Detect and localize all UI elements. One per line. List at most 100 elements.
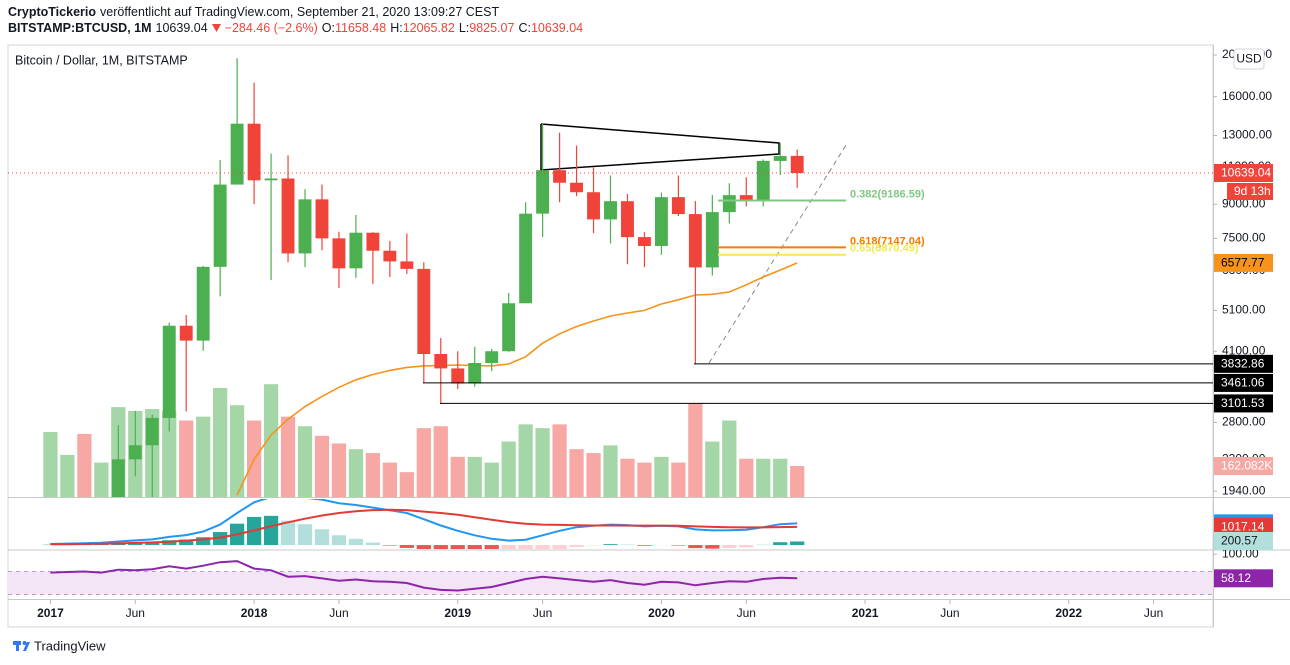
volume-bar — [162, 410, 177, 497]
macd-histogram-bar — [637, 545, 652, 546]
volume-bar — [586, 453, 601, 497]
value-box-label: 162.082K — [1221, 459, 1272, 473]
last-price: 10639.04 — [155, 21, 208, 35]
macd-histogram-bar — [484, 545, 499, 549]
macd-histogram-bar — [790, 541, 805, 546]
volume-bar — [671, 462, 686, 497]
currency-label[interactable]: USD — [1236, 52, 1262, 66]
value-box — [1214, 253, 1273, 272]
value-box-label: 10639.04 — [1221, 166, 1271, 180]
rsi-line — [50, 560, 798, 592]
y-tick-label: 2800.00 — [1222, 415, 1266, 429]
candle-body — [315, 199, 329, 239]
candle-body — [128, 445, 142, 460]
x-tick-label: 2018 — [241, 606, 268, 620]
currency-button[interactable]: USD — [1233, 48, 1265, 70]
ohlc-label: H: — [390, 21, 403, 35]
ohlc-value: 9825.07 — [469, 21, 515, 35]
currency-box[interactable] — [1233, 48, 1265, 70]
y-tick-label: 1940.00 — [1222, 483, 1266, 497]
candle-body — [44, 621, 57, 622]
x-tick-label: 2019 — [444, 606, 471, 620]
macd-histogram-bar — [145, 542, 160, 546]
volume-bar — [213, 388, 228, 497]
value-box — [1214, 373, 1273, 392]
x-tick-label: 2017 — [37, 606, 64, 620]
y-tick-label: 16000.00 — [1222, 89, 1272, 103]
x-tick-label: Jun — [329, 606, 348, 620]
value-box — [1214, 532, 1273, 550]
header: CryptoTickerio veröffentlicht auf Trading… — [8, 4, 583, 36]
candle-body — [654, 197, 668, 246]
macd-histogram-bar — [314, 529, 330, 546]
candle-body — [468, 363, 482, 384]
macd-histogram-bar — [331, 535, 347, 546]
signal-line — [50, 508, 798, 546]
ohlc-label: L: — [458, 21, 470, 35]
candle-body — [604, 201, 617, 220]
volume-bar — [467, 456, 482, 497]
fib-label: 0.65(6870.49) — [850, 243, 919, 255]
volume-bar — [60, 454, 75, 497]
volume-bar — [382, 462, 397, 497]
macd-histogram-bar — [722, 545, 737, 549]
header-line: CryptoTickerio veröffentlicht auf Trading… — [8, 4, 583, 20]
x-tick-label: 2020 — [648, 606, 675, 620]
down-arrow — [211, 24, 221, 32]
volume-bar — [348, 449, 364, 497]
x-tick-label: Jun — [737, 606, 756, 620]
volume-bar — [756, 458, 771, 497]
candle-body — [705, 212, 719, 268]
macd-histogram-bar — [280, 520, 296, 546]
volume-bar — [603, 445, 618, 497]
macd-histogram-bar — [773, 542, 788, 546]
logo-shape — [16, 645, 19, 651]
rsi-layer — [8, 560, 1213, 596]
value-box-label: 1017.14 — [1221, 520, 1265, 534]
published: veröffentlicht auf TradingView.com, Sept… — [100, 5, 500, 19]
volume-bar — [94, 462, 109, 497]
volume-bar — [179, 420, 194, 497]
volume-bar — [569, 449, 584, 497]
ohlc-value: 12065.82 — [402, 21, 455, 35]
value-box-label: 3101.53 — [1221, 396, 1265, 410]
candle-body — [790, 155, 804, 173]
trend-line — [708, 141, 849, 364]
macd-histogram-bar — [348, 538, 364, 546]
value-box-label: 3461.06 — [1221, 376, 1265, 390]
value-box — [1214, 569, 1273, 588]
macd-histogram-bar — [569, 545, 584, 548]
candle-body — [502, 303, 516, 352]
value-box-label: 200.57 — [1221, 534, 1258, 548]
change: −284.46 (−2.6%) — [224, 21, 318, 35]
candle-body — [485, 351, 499, 364]
macd-histogram-bar — [705, 545, 720, 549]
value-box — [1214, 354, 1273, 373]
value-box-label: 6577.77 — [1221, 256, 1265, 270]
candle-body — [179, 325, 193, 341]
volume-bar — [450, 456, 465, 497]
macd-histogram-bar — [620, 544, 635, 546]
candle-body — [688, 214, 702, 268]
countdown-box — [1227, 182, 1273, 200]
volume-bar — [654, 456, 669, 497]
volume-bar — [399, 472, 414, 497]
candle-body — [519, 213, 533, 304]
volume-bar — [43, 431, 58, 497]
macd-layer — [43, 499, 805, 549]
candle-body — [637, 237, 651, 246]
volume-bar — [297, 426, 313, 497]
volume-bar — [280, 416, 296, 497]
value-box-label: 58.12 — [1221, 571, 1251, 585]
candle-body — [671, 197, 685, 215]
macd-histogram-bar — [518, 545, 533, 549]
logo-shape — [23, 642, 30, 651]
x-tick-label: Jun — [940, 606, 959, 620]
candle-body — [570, 182, 584, 193]
ohlc-label: C: — [518, 21, 531, 35]
macd-histogram-bar — [535, 545, 550, 549]
volume-bar — [314, 435, 330, 497]
candle-body — [281, 178, 295, 254]
macd-histogram-bar — [467, 545, 482, 549]
macd-histogram-bar — [297, 524, 313, 546]
